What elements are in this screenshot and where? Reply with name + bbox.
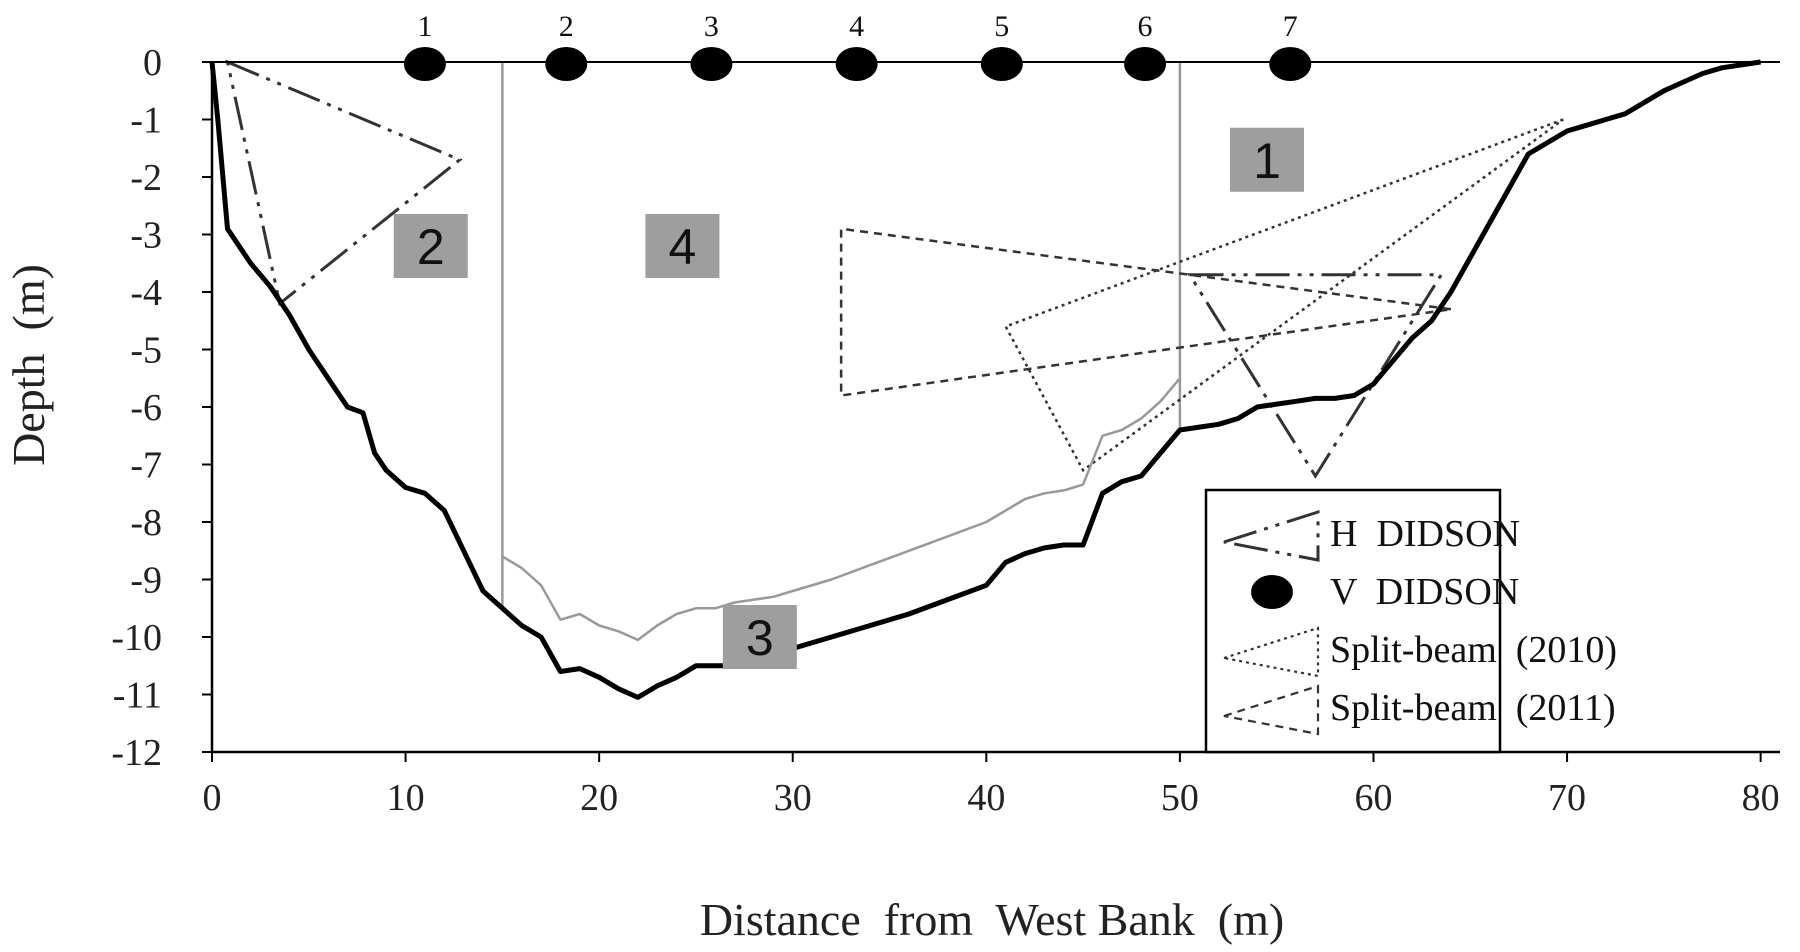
v-didson-marker [545, 47, 588, 81]
station-label: 1 [417, 10, 432, 43]
zone-box [1230, 127, 1305, 192]
depth-profiles [209, 59, 1761, 700]
legend-swatch-v-didson [1251, 575, 1293, 609]
y-tick-label: -8 [130, 502, 162, 544]
zone-box [722, 605, 797, 669]
x-axis-title: Distance from West Bank (m) [700, 894, 1284, 945]
y-tick-label: -2 [130, 157, 162, 199]
upper-profile-line [501, 377, 1181, 642]
station-label: 3 [704, 10, 719, 43]
y-tick-label: -7 [130, 445, 162, 487]
y-tick-label: -6 [130, 387, 162, 429]
station-label: 4 [849, 10, 864, 43]
x-tick-label: 70 [1548, 777, 1586, 819]
x-tick-label: 0 [203, 777, 222, 819]
zone-box [393, 214, 468, 278]
y-tick-label: -3 [130, 215, 162, 257]
x-tick-label: 30 [774, 777, 812, 819]
x-tick-label: 40 [967, 777, 1005, 819]
y-tick-label: -1 [130, 100, 162, 142]
legend-swatch-h-didson [1223, 509, 1320, 562]
legend-label: V DIDSON [1330, 571, 1519, 613]
station-label: 7 [1283, 10, 1298, 43]
legend-swatch-split-2010 [1223, 626, 1320, 678]
legend-label: Split-beam (2011) [1330, 687, 1616, 729]
y-tick-label: -5 [130, 330, 162, 372]
zone-box [645, 214, 720, 278]
zone-label: 1 [1253, 133, 1281, 189]
split-2011-beam [839, 227, 1452, 397]
zone-label: 4 [668, 219, 696, 275]
v-didson-marker [403, 47, 446, 81]
x-tick-label: 50 [1161, 777, 1199, 819]
v-didson-marker [1269, 47, 1312, 81]
y-tick-label: -9 [130, 560, 162, 602]
h-didson-beam [225, 59, 463, 307]
legend-swatch-split-2011 [1223, 684, 1320, 736]
y-tick-label: -11 [113, 675, 162, 717]
zone-label: 3 [746, 610, 774, 666]
legend-label: H DIDSON [1330, 513, 1520, 555]
bottom-profile-line [209, 59, 1761, 700]
v-didson-marker [835, 47, 878, 81]
x-tick-label: 80 [1742, 777, 1780, 819]
zone-label: 2 [417, 219, 445, 275]
x-tick-label: 20 [580, 777, 618, 819]
v-didson-marker [690, 47, 733, 81]
v-didson-stations: 1 2 3 4 5 6 7 [403, 10, 1312, 81]
legend-label: Split-beam (2010) [1330, 629, 1617, 671]
y-tick-label: 0 [143, 42, 162, 84]
zone-labels: 1 2 3 4 [393, 127, 1305, 669]
legend: H DIDSON V DIDSON Split-beam (2010) Split-b… [1204, 488, 1617, 754]
station-label: 6 [1138, 10, 1153, 43]
y-tick-label: -10 [111, 617, 162, 659]
zone-dividers [501, 62, 1182, 609]
station-label: 5 [994, 10, 1009, 43]
y-axis-title: Depth (m) [3, 264, 54, 466]
sonar-beams [225, 59, 1564, 479]
y-tick-label: -12 [111, 732, 162, 774]
x-tick-label: 10 [387, 777, 425, 819]
v-didson-marker [1124, 47, 1167, 81]
station-label: 2 [559, 10, 574, 43]
h-didson-beam [1186, 273, 1444, 479]
v-didson-marker [980, 47, 1023, 81]
y-tick-label: -4 [130, 272, 162, 314]
x-tick-label: 60 [1354, 777, 1392, 819]
